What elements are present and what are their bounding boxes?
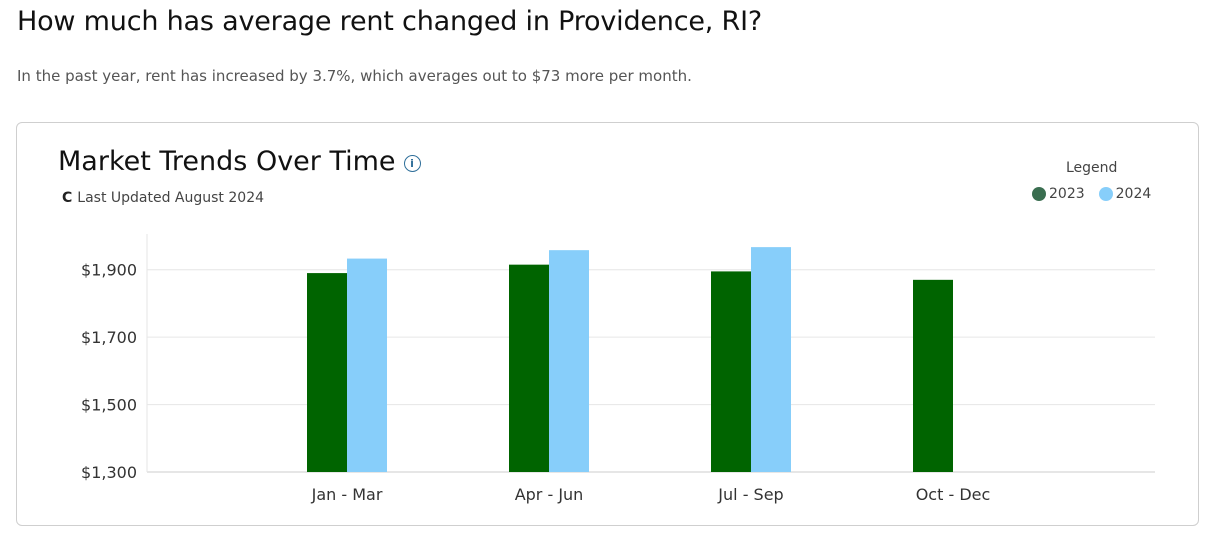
refresh-icon: C bbox=[62, 190, 73, 206]
market-trends-card: Market Trends Over Time i C Last Updated… bbox=[16, 122, 1199, 526]
bar-2023-2 bbox=[711, 271, 751, 472]
x-tick-label: Apr - Jun bbox=[515, 485, 584, 504]
legend-dot-2023 bbox=[1032, 187, 1046, 201]
y-tick-label: $1,900 bbox=[81, 261, 137, 280]
card-title-text: Market Trends Over Time bbox=[58, 146, 396, 177]
x-tick-label: Jul - Sep bbox=[717, 485, 783, 504]
bar-2023-0 bbox=[307, 273, 347, 472]
y-tick-label: $1,500 bbox=[81, 396, 137, 415]
legend-label-2023: 2023 bbox=[1049, 186, 1085, 202]
rent-change-summary: In the past year, rent has increased by … bbox=[17, 67, 692, 85]
bar-2023-1 bbox=[509, 264, 549, 472]
page-headline: How much has average rent changed in Pro… bbox=[17, 6, 762, 37]
legend-label-2024: 2024 bbox=[1115, 186, 1152, 202]
legend-item-2023[interactable]: 2023 bbox=[1032, 186, 1085, 202]
legend-item-2024[interactable]: 2024 bbox=[1098, 186, 1152, 202]
x-tick-label: Oct - Dec bbox=[916, 485, 991, 504]
y-tick-label: $1,700 bbox=[81, 328, 137, 347]
bar-chart: $1,300 $1,500 $1,700 $1,900 Jan - Mar Apr - J… bbox=[81, 234, 1155, 504]
legend-title: Legend bbox=[1066, 160, 1118, 176]
bar-2023-3 bbox=[913, 279, 953, 472]
last-updated-text: Last Updated August 2024 bbox=[77, 190, 265, 206]
x-tick-label: Jan - Mar bbox=[311, 485, 383, 504]
card-title: Market Trends Over Time i bbox=[58, 146, 421, 177]
legend-dot-2024 bbox=[1098, 187, 1113, 201]
info-icon[interactable]: i bbox=[403, 154, 421, 172]
bar-2024-2 bbox=[751, 247, 791, 472]
bar-2024-0 bbox=[347, 258, 387, 472]
bar-2024-1 bbox=[549, 250, 589, 472]
legend: 2023 2024 bbox=[1032, 186, 1151, 202]
y-tick-label: $1,300 bbox=[81, 463, 137, 482]
last-updated: C Last Updated August 2024 bbox=[62, 190, 264, 206]
